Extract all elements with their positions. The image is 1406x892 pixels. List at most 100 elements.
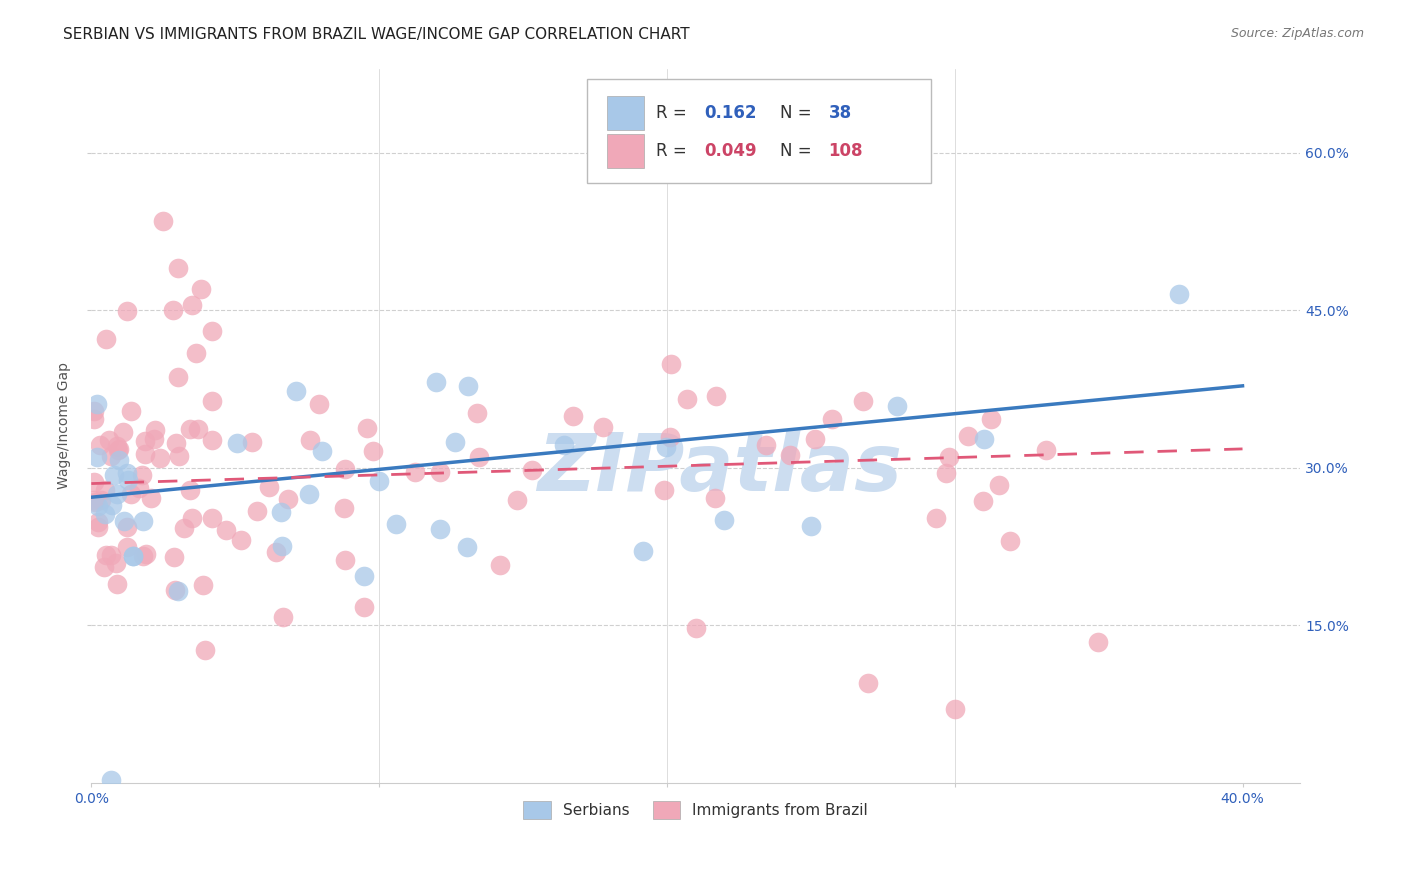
Point <box>779 449 801 463</box>
Text: SERBIAN VS IMMIGRANTS FROM BRAZIL WAGE/INCOME GAP CORRELATION CHART: SERBIAN VS IMMIGRANTS FROM BRAZIL WAGE/I… <box>63 27 690 42</box>
Point <box>194 643 217 657</box>
Point <box>100 772 122 787</box>
Point <box>988 478 1011 492</box>
Bar <box>607 134 644 168</box>
Point <box>167 583 190 598</box>
Point <box>191 578 214 592</box>
Point <box>83 495 105 509</box>
Point <box>631 544 654 558</box>
Point <box>655 440 678 454</box>
Point <box>299 434 322 448</box>
Point <box>132 514 155 528</box>
Point <box>404 465 426 479</box>
Point <box>165 583 187 598</box>
Point <box>858 676 880 690</box>
Point <box>675 392 697 406</box>
Point <box>105 577 128 591</box>
Point <box>200 511 222 525</box>
Text: 0.049: 0.049 <box>704 142 756 160</box>
Point <box>429 465 451 479</box>
Point <box>122 549 145 563</box>
Point <box>87 515 110 529</box>
Point <box>90 493 112 508</box>
Point <box>943 702 966 716</box>
Point <box>356 421 378 435</box>
Point <box>755 438 778 452</box>
Point <box>226 436 249 450</box>
Point <box>115 303 138 318</box>
Text: N =: N = <box>780 142 817 160</box>
Point <box>257 481 280 495</box>
Point <box>980 411 1002 425</box>
Point <box>107 453 129 467</box>
Point <box>821 411 844 425</box>
Point <box>173 521 195 535</box>
Point <box>181 510 204 524</box>
Text: R =: R = <box>655 142 692 160</box>
Point <box>167 370 190 384</box>
Point <box>94 332 117 346</box>
Point <box>143 432 166 446</box>
Point <box>308 397 330 411</box>
Point <box>361 443 384 458</box>
Point <box>935 466 957 480</box>
Point <box>149 451 172 466</box>
Point <box>335 553 357 567</box>
Text: R =: R = <box>655 103 692 122</box>
Point <box>972 494 994 508</box>
Point <box>190 282 212 296</box>
Point <box>115 519 138 533</box>
Point <box>465 406 488 420</box>
Text: 0.162: 0.162 <box>704 103 756 122</box>
Point <box>1000 534 1022 549</box>
Text: ZIPatlas: ZIPatlas <box>537 430 903 508</box>
Point <box>652 483 675 498</box>
Bar <box>607 95 644 130</box>
Point <box>143 423 166 437</box>
Point <box>886 399 908 413</box>
Point <box>385 517 408 532</box>
Point <box>353 568 375 582</box>
Point <box>333 462 356 476</box>
Point <box>134 447 156 461</box>
Point <box>166 261 188 276</box>
Point <box>89 438 111 452</box>
Point <box>240 434 263 449</box>
Point <box>94 507 117 521</box>
Point <box>592 420 614 434</box>
Point <box>706 389 728 403</box>
Point <box>87 520 110 534</box>
Y-axis label: Wage/Income Gap: Wage/Income Gap <box>58 362 72 490</box>
Point <box>713 513 735 527</box>
Point <box>105 439 128 453</box>
Point <box>117 473 139 487</box>
Point <box>105 557 128 571</box>
Text: 38: 38 <box>828 103 852 122</box>
Point <box>83 404 105 418</box>
Point <box>506 492 529 507</box>
Point <box>108 442 131 457</box>
Point <box>367 474 389 488</box>
Point <box>186 346 208 360</box>
Text: 108: 108 <box>828 142 863 160</box>
Point <box>112 515 135 529</box>
Point <box>165 436 187 450</box>
Text: Source: ZipAtlas.com: Source: ZipAtlas.com <box>1230 27 1364 40</box>
Point <box>429 522 451 536</box>
Point <box>277 492 299 507</box>
Point <box>162 303 184 318</box>
Point <box>83 492 105 507</box>
Point <box>132 549 155 563</box>
Point <box>107 442 129 457</box>
Point <box>553 437 575 451</box>
Point <box>800 518 823 533</box>
Text: N =: N = <box>780 103 817 122</box>
Legend: Serbians, Immigrants from Brazil: Serbians, Immigrants from Brazil <box>517 795 875 825</box>
Point <box>128 481 150 495</box>
Point <box>105 487 128 501</box>
Point <box>1035 443 1057 458</box>
Point <box>163 549 186 564</box>
Point <box>489 558 512 573</box>
Point <box>120 486 142 500</box>
Point <box>520 462 543 476</box>
